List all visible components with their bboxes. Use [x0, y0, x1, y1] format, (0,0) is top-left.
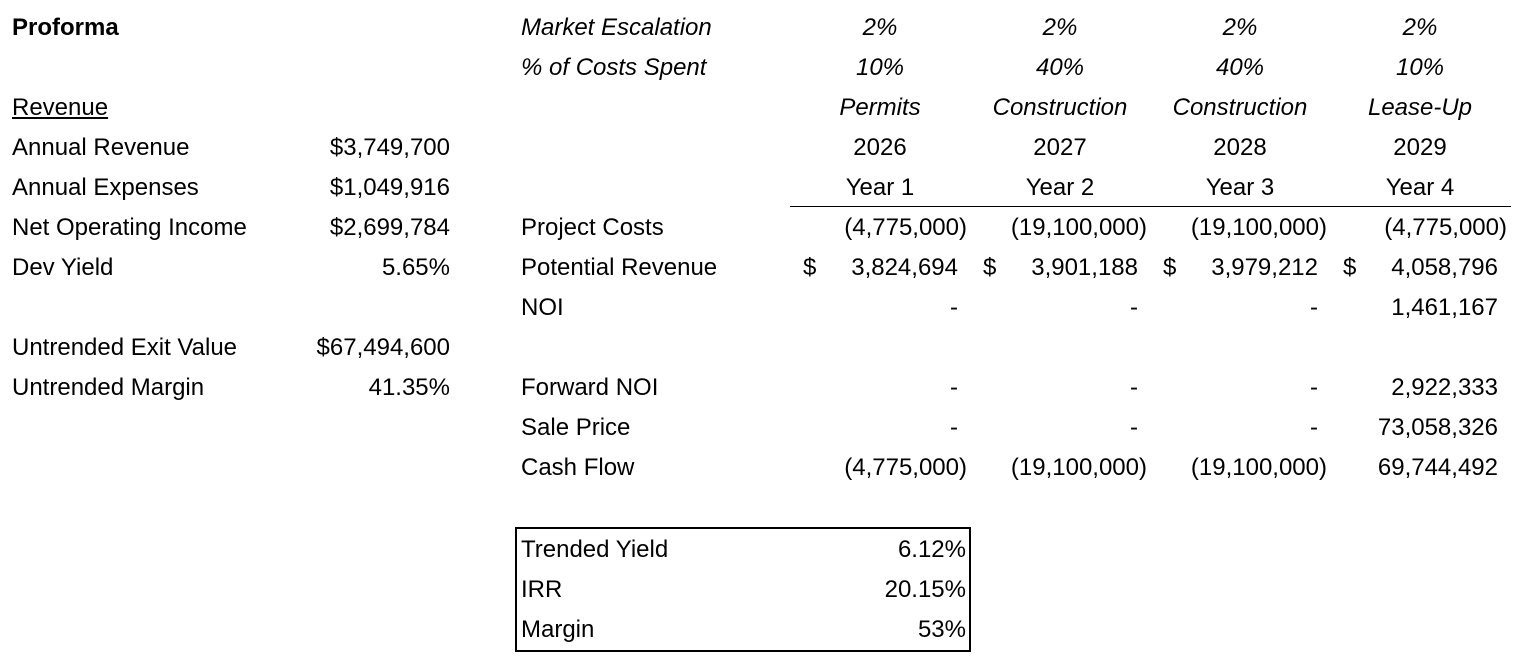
- year-label-2: Year 2: [1025, 174, 1095, 201]
- currency-symbol: $: [983, 254, 997, 281]
- currency-symbol: $: [1163, 254, 1177, 281]
- untrended-exit-value: $67,494,600: [316, 334, 450, 361]
- costs-spent-label: % of Costs Spent: [521, 54, 707, 81]
- potential-revenue-value: 3,979,212: [1211, 254, 1318, 281]
- calendar-year-3: 2028: [1213, 134, 1267, 161]
- project-costs-label: Project Costs: [521, 214, 664, 241]
- project-costs-year-3: (19,100,000): [1190, 214, 1327, 241]
- potential-revenue-label: Potential Revenue: [521, 254, 718, 281]
- noi-year-3: -: [1310, 294, 1318, 321]
- currency-symbol: $: [803, 254, 817, 281]
- sale-price-year-1: -: [950, 414, 958, 441]
- dev-yield-label: Dev Yield: [12, 254, 114, 281]
- noi-value: $2,699,784: [329, 214, 450, 241]
- sale-price-label: Sale Price: [521, 414, 631, 441]
- project-costs-year-2: (19,100,000): [1010, 214, 1147, 241]
- margin-value: 53%: [917, 616, 966, 643]
- costs-spent-year-4: 10%: [1395, 54, 1445, 81]
- revenue-header: Revenue: [12, 94, 109, 121]
- year-label-4: Year 4: [1385, 174, 1455, 201]
- potential-revenue-year-4: $ 4,058,796: [1343, 253, 1498, 283]
- costs-spent-year-3: 40%: [1215, 54, 1265, 81]
- header-underline: [790, 206, 1511, 207]
- potential-revenue-value: 3,901,188: [1031, 254, 1138, 281]
- sale-price-year-2: -: [1130, 414, 1138, 441]
- escalation-year-2: 2%: [1042, 14, 1078, 41]
- forward-noi-year-4: 2,922,333: [1391, 374, 1498, 401]
- project-costs-year-4: (4,775,000): [1384, 214, 1507, 241]
- calendar-year-4: 2029: [1393, 134, 1447, 161]
- noi-year-4: 1,461,167: [1391, 294, 1498, 321]
- forward-noi-year-3: -: [1310, 374, 1318, 401]
- dev-yield-value: 5.65%: [381, 254, 450, 281]
- forward-noi-label: Forward NOI: [521, 374, 659, 401]
- escalation-year-1: 2%: [862, 14, 898, 41]
- noi-year-2: -: [1130, 294, 1138, 321]
- phase-year-3: Construction: [1172, 94, 1308, 121]
- escalation-year-3: 2%: [1222, 14, 1258, 41]
- margin-label: Margin: [521, 616, 595, 643]
- forward-noi-year-2: -: [1130, 374, 1138, 401]
- annual-revenue-label: Annual Revenue: [12, 134, 190, 161]
- annual-expenses-label: Annual Expenses: [12, 174, 199, 201]
- untrended-exit-value-label: Untrended Exit Value: [12, 334, 238, 361]
- year-label-3: Year 3: [1205, 174, 1275, 201]
- untrended-margin-label: Untrended Margin: [12, 374, 205, 401]
- costs-spent-year-2: 40%: [1035, 54, 1085, 81]
- calendar-year-1: 2026: [853, 134, 907, 161]
- escalation-year-4: 2%: [1402, 14, 1438, 41]
- summary-box: [515, 527, 971, 652]
- project-costs-year-1: (4,775,000): [844, 214, 967, 241]
- calendar-year-2: 2027: [1033, 134, 1087, 161]
- irr-value: 20.15%: [884, 576, 966, 603]
- sale-price-year-4: 73,058,326: [1377, 414, 1498, 441]
- noi-row-label: NOI: [521, 294, 564, 321]
- sale-price-year-3: -: [1310, 414, 1318, 441]
- proforma-title: Proforma: [12, 14, 119, 41]
- year-label-1: Year 1: [845, 174, 915, 201]
- costs-spent-year-1: 10%: [855, 54, 905, 81]
- trended-yield-label: Trended Yield: [521, 536, 669, 563]
- phase-year-2: Construction: [992, 94, 1128, 121]
- forward-noi-year-1: -: [950, 374, 958, 401]
- irr-label: IRR: [521, 576, 563, 603]
- trended-yield-value: 6.12%: [897, 536, 966, 563]
- untrended-margin-value: 41.35%: [368, 374, 450, 401]
- cash-flow-year-3: (19,100,000): [1190, 454, 1327, 481]
- cash-flow-year-1: (4,775,000): [844, 454, 967, 481]
- cash-flow-label: Cash Flow: [521, 454, 635, 481]
- potential-revenue-year-3: $ 3,979,212: [1163, 253, 1318, 283]
- currency-symbol: $: [1343, 254, 1357, 281]
- phase-year-4: Lease-Up: [1367, 94, 1473, 121]
- annual-expenses-value: $1,049,916: [329, 174, 450, 201]
- cash-flow-year-2: (19,100,000): [1010, 454, 1147, 481]
- potential-revenue-value: 4,058,796: [1391, 254, 1498, 281]
- noi-label: Net Operating Income: [12, 214, 247, 241]
- potential-revenue-year-1: $ 3,824,694: [803, 253, 958, 283]
- potential-revenue-year-2: $ 3,901,188: [983, 253, 1138, 283]
- cash-flow-year-4: 69,744,492: [1377, 454, 1498, 481]
- noi-year-1: -: [950, 294, 958, 321]
- annual-revenue-value: $3,749,700: [329, 134, 450, 161]
- phase-year-1: Permits: [839, 94, 921, 121]
- potential-revenue-value: 3,824,694: [851, 254, 958, 281]
- market-escalation-label: Market Escalation: [521, 14, 712, 41]
